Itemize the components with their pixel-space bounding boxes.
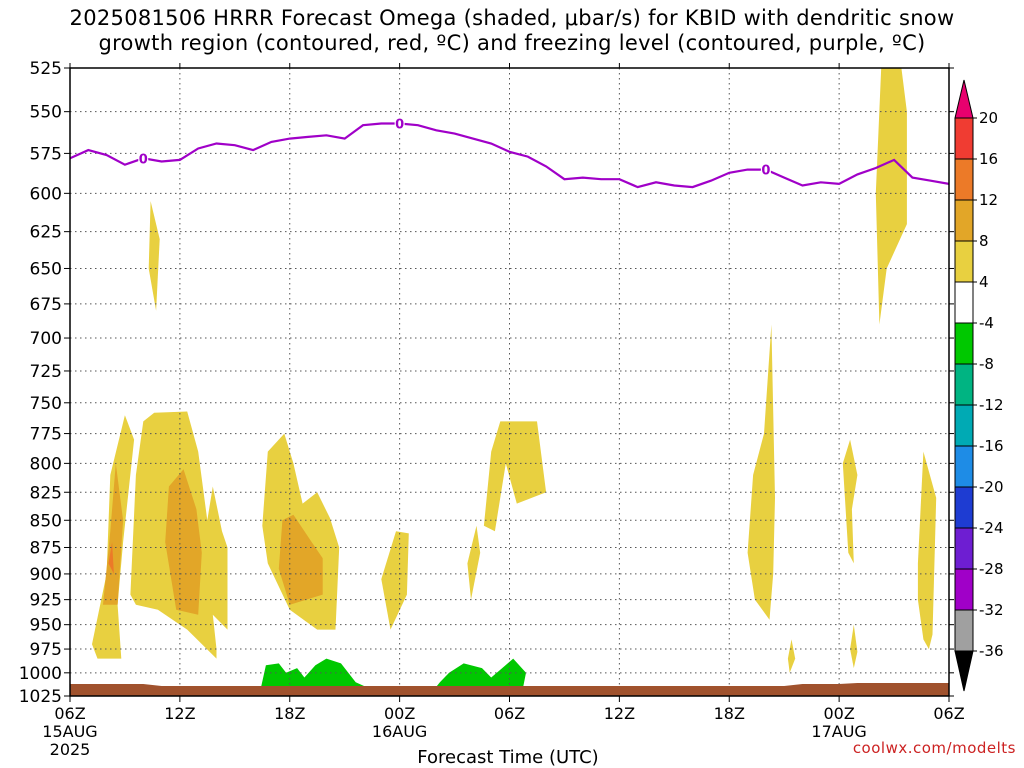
title-line-2: growth region (contoured, red, ºC) and f… [98,31,926,55]
omega-region-18 [432,658,526,692]
y-tick-label: 925 [30,591,62,611]
colorbar-band [954,363,974,406]
chart-title: 2025081506 HRRR Forecast Omega (shaded, … [0,6,1024,56]
colorbar-label: 20 [979,109,998,127]
omega-region-10 [483,421,547,532]
x-axis-label: Forecast Time (UTC) [417,747,598,768]
y-tick-label: 800 [30,454,62,474]
colorbar-label: -12 [979,396,1004,414]
omega-region-4 [165,469,202,615]
y-tick-label: 575 [30,144,62,164]
x-tick-label: 12Z [604,704,635,723]
contour-label-bg [138,150,149,166]
omega-region-13 [842,439,858,564]
freezing-level-contour: 0 0 0 [70,115,949,189]
colorbar-label: -24 [979,519,1004,537]
colorbar-band [954,486,974,529]
colorbar-band [954,117,974,160]
x-tick-label: 06Z [494,704,525,723]
colorbar-label: 16 [979,150,998,168]
colorbar-label: -32 [979,601,1004,619]
omega-region-7 [278,514,323,605]
contour-label-bg [394,115,405,131]
colorbar-band [954,404,974,447]
y-tick-label: 975 [30,640,62,660]
y-tick-label: 825 [30,483,62,503]
y-tick-label: 525 [30,59,62,79]
omega-region-2 [108,542,114,574]
y-tick-label: 775 [30,425,62,445]
freezing-level-label: 0 [761,164,770,179]
colorbar-label: -20 [979,478,1004,496]
y-tick-label: 550 [30,103,62,123]
colorbar-top-arrow [954,79,974,119]
omega-region-1 [103,463,124,605]
omega-region-15 [875,68,907,325]
colorbar-label: 4 [979,273,989,291]
colorbar-label: -16 [979,437,1004,455]
x-tick-label: 06Z [54,704,85,723]
colorbar-band [954,158,974,201]
colorbar-label: -8 [979,355,994,373]
omega-region-5 [148,201,160,311]
colorbar-label: -28 [979,560,1004,578]
colorbar-band [954,527,974,570]
colorbar-label: 8 [979,232,989,250]
y-axis: 525 550 575 600 625 650 675 700 725 750 775 800 825 8… [19,59,954,707]
y-tick-label: 900 [30,565,62,585]
freezing-level-label: 0 [395,118,404,133]
y-tick-label: 875 [30,538,62,558]
colorbar: 20 16 12 8 4 -4 -8 -12 -16 -20 -24 -28 -32 -36 [954,79,1004,692]
y-tick-label: 850 [30,511,62,531]
terrain-layer [70,683,949,696]
x-tick-label: 00Z [384,704,415,723]
omega-region-8 [381,531,409,630]
x-tick-label: 18Z [274,704,305,723]
y-tick-label: 675 [30,295,62,315]
y-tick-label: 650 [30,259,62,279]
omega-region-17 [260,658,374,691]
colorbar-band [954,281,974,324]
x-tick-label: 00Z [823,704,854,723]
credit-text: coolwx.com/modelts [853,739,1016,757]
freezing-level-line [70,122,949,189]
colorbar-label: -4 [979,314,994,332]
x-date-label: 15AUG [42,722,97,741]
y-tick-label: 625 [30,223,62,243]
x-tick-label: 06Z [933,704,964,723]
omega-region-11 [747,324,775,620]
colorbar-band [954,609,974,652]
omega-region-16 [917,451,937,650]
colorbar-band [954,445,974,488]
freezing-level-label: 0 [139,152,148,167]
colorbar-band [954,199,974,242]
title-line-1: 2025081506 HRRR Forecast Omega (shaded, … [69,6,955,30]
contour-label-bg [760,161,771,177]
y-tick-label: 700 [30,329,62,349]
x-tick-label: 12Z [164,704,195,723]
colorbar-label: -36 [979,642,1004,660]
colorbar-band [954,322,974,365]
omega-region-14 [850,624,858,669]
colorbar-band [954,568,974,611]
y-tick-label: 1000 [19,664,62,684]
y-tick-label: 1025 [19,687,62,707]
terrain-band [70,683,949,696]
omega-region-12 [787,639,796,673]
x-tick-label: 18Z [714,704,745,723]
colorbar-bottom-arrow [954,650,974,692]
omega-shading [92,68,937,692]
y-tick-label: 950 [30,616,62,636]
y-tick-label: 750 [30,394,62,414]
colorbar-label: 12 [979,191,998,209]
y-tick-label: 725 [30,362,62,382]
x-date-label: 17AUG [811,722,866,741]
omega-region-9 [467,525,481,600]
x-date-label: 16AUG [372,722,427,741]
colorbar-band [954,240,974,283]
x-year-label: 2025 [50,740,91,759]
y-tick-label: 600 [30,184,62,204]
